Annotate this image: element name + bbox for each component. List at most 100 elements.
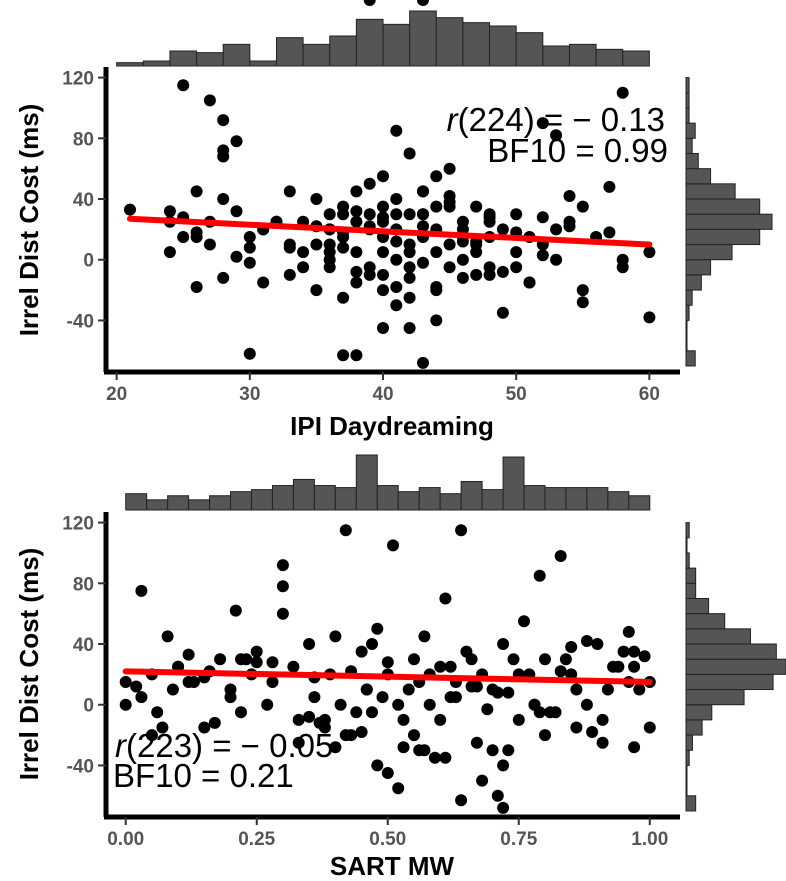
scatter-point <box>470 238 483 251</box>
scatter-point <box>250 656 263 669</box>
scatter-point <box>381 767 394 779</box>
scatter-point <box>230 250 243 263</box>
top-x-histogram <box>116 10 650 67</box>
x-histogram-bar <box>249 60 277 67</box>
scatter-point <box>430 200 443 213</box>
scatter-point <box>417 185 429 198</box>
y-histogram-bar <box>685 597 710 615</box>
bottom-annotation-r: r(223) = − 0.05 <box>115 727 333 764</box>
bottom-x-histogram <box>125 454 651 511</box>
x-histogram-bar <box>418 487 441 511</box>
scatter-point <box>182 676 195 688</box>
scatter-point <box>496 265 509 278</box>
scatter-point <box>337 241 350 254</box>
scatter-point <box>208 716 221 729</box>
scatter-point <box>518 615 530 628</box>
scatter-point <box>443 162 456 175</box>
x-tick-label: 60 <box>639 384 660 405</box>
scatter-point <box>323 208 336 221</box>
scatter-point <box>337 291 350 304</box>
y-histogram-bar <box>685 152 699 170</box>
scatter-point <box>496 223 509 236</box>
scatter-point <box>643 311 656 324</box>
scatter-point <box>550 129 563 142</box>
scatter-point <box>418 630 431 643</box>
scatter-point <box>497 759 510 772</box>
top-panel: -40 0 40 80 120 20 30 40 50 60 IPI Daydreaming I… <box>14 0 773 441</box>
scatter-point <box>643 721 656 734</box>
x-histogram-bar <box>142 60 171 67</box>
scatter-point <box>460 645 473 658</box>
scatter-point <box>580 698 593 711</box>
scatter-point <box>390 208 403 221</box>
scatter-point <box>434 660 447 673</box>
scatter-point <box>563 190 576 202</box>
x-histogram-bar <box>302 43 331 67</box>
scatter-point <box>507 653 520 666</box>
scatter-point <box>628 660 641 673</box>
scatter-point <box>596 736 609 749</box>
scatter-point <box>297 261 310 274</box>
scatter-point <box>203 238 216 251</box>
y-histogram-bar <box>685 168 712 185</box>
scatter-point <box>576 200 589 213</box>
scatter-point <box>214 653 227 666</box>
scatter-point <box>190 281 203 293</box>
x-histogram-bar <box>628 495 651 511</box>
scatter-point <box>337 349 350 362</box>
y-histogram-bar <box>685 350 696 367</box>
scatter-point <box>190 226 203 239</box>
x-histogram-bar <box>313 485 336 511</box>
scatter-point <box>483 268 496 281</box>
scatter-point <box>135 584 148 597</box>
scatter-point <box>377 268 389 281</box>
scatter-point <box>297 246 310 259</box>
x-histogram-bar <box>544 487 567 511</box>
scatter-point <box>470 200 483 213</box>
scatter-point <box>417 256 429 269</box>
scatter-point <box>430 314 443 327</box>
scatter-point <box>430 246 443 259</box>
scatter-point <box>371 622 384 635</box>
scatter-point <box>496 306 509 319</box>
scatter-point <box>161 630 174 643</box>
x-histogram-bar <box>439 493 462 511</box>
scatter-point <box>292 736 305 749</box>
scatter-point <box>554 665 567 678</box>
y-tick-label: 80 <box>73 574 94 595</box>
scatter-point <box>403 208 416 221</box>
scatter-point <box>510 208 523 221</box>
scatter-point <box>576 296 589 309</box>
scatter-point <box>601 683 614 696</box>
x-histogram-bar <box>568 43 597 67</box>
scatter-point <box>443 238 456 251</box>
scatter-point <box>130 680 143 693</box>
scatter-point <box>444 660 457 673</box>
scatter-point <box>243 347 256 360</box>
scatter-point <box>230 205 243 218</box>
scatter-point <box>417 0 429 6</box>
x-histogram-bar <box>607 491 630 511</box>
scatter-point <box>217 271 230 284</box>
scatter-point <box>250 645 263 658</box>
scatter-point <box>163 246 176 259</box>
y-histogram-bar <box>685 582 697 599</box>
bottom-annotation-bf: BF10 = 0.21 <box>113 757 294 794</box>
top-annotation-bf: BF10 = 0.99 <box>487 132 668 169</box>
scatter-point <box>390 193 403 205</box>
x-histogram-bar <box>355 454 378 511</box>
y-histogram-bar <box>685 198 761 215</box>
top-annotation-r-symbol: r <box>447 101 460 138</box>
x-tick-label: 0.50 <box>369 829 406 850</box>
scatter-point <box>603 226 616 239</box>
bottom-x-axis-title: SART MW <box>330 851 455 881</box>
scatter-point <box>363 268 376 281</box>
x-histogram-bar <box>251 489 273 511</box>
scatter-point <box>283 241 296 254</box>
scatter-point <box>392 782 405 795</box>
scatter-point <box>310 238 323 251</box>
scatter-point <box>276 559 289 572</box>
scatter-point <box>554 550 567 562</box>
scatter-point <box>539 653 551 666</box>
scatter-point <box>355 645 368 658</box>
